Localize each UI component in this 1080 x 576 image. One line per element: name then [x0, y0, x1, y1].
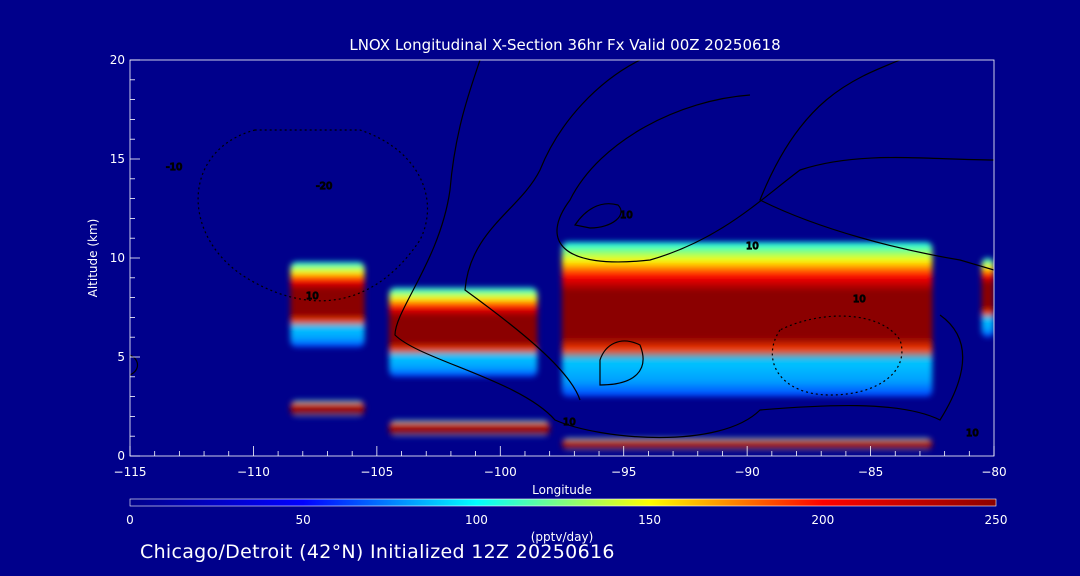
y-tick-label: 0	[117, 449, 125, 463]
contour-line	[599, 340, 644, 386]
colorbar-tick-label: 0	[126, 513, 134, 527]
colorbar	[129, 498, 997, 507]
contour-label: 10	[620, 210, 633, 221]
contour-line	[130, 354, 139, 376]
footer-caption: Chicago/Detroit (42°N) Initialized 12Z 2…	[140, 541, 615, 563]
contour-line-negative	[197, 129, 429, 302]
contour-line-negative	[771, 315, 903, 396]
x-tick-label: −115	[114, 465, 147, 479]
chart-title: LNOX Longitudinal X-Section 36hr Fx Vali…	[349, 36, 780, 54]
contour-label: 10	[966, 428, 979, 439]
x-tick-label: −80	[981, 465, 1006, 479]
y-tick-label: 15	[110, 152, 125, 166]
colorbar-strip	[129, 498, 997, 507]
contour-label: 10	[853, 294, 866, 305]
y-tick-label: 10	[110, 251, 125, 265]
x-tick-label: −85	[858, 465, 883, 479]
contour-line	[759, 60, 994, 271]
contour-label: -20	[316, 181, 332, 192]
contour-line	[394, 60, 964, 439]
y-tick-label: 20	[110, 53, 125, 67]
colorbar-tick-label: 250	[985, 513, 1008, 527]
heat-region-surface-band-west	[290, 400, 365, 417]
colorbar-tick-label: 50	[296, 513, 311, 527]
x-tick-label: −90	[734, 465, 759, 479]
contour-line	[556, 94, 994, 263]
colorbar-tick-label: 150	[638, 513, 661, 527]
contour-line	[464, 60, 641, 401]
contour-label: 10	[563, 417, 576, 428]
x-tick-label: −105	[360, 465, 393, 479]
x-axis-label: Longitude	[532, 483, 592, 497]
x-tick-label: −100	[484, 465, 517, 479]
y-axis-label: Altitude (km)	[86, 219, 100, 298]
plot-area: -10 -20 10 10 10 10 10 10	[130, 60, 994, 451]
colorbar-tick-label: 100	[465, 513, 488, 527]
contour-line	[574, 203, 622, 229]
heat-region-upper-band-east	[562, 242, 933, 397]
heat-region-surface-band-central	[389, 420, 550, 437]
colorbar-units-label: (pptv/day)	[531, 530, 594, 544]
heat-region-upper-band-edge	[981, 258, 994, 338]
contour-label: 10	[746, 241, 759, 252]
contour-label: 10	[306, 291, 319, 302]
contour-label: -10	[166, 162, 182, 173]
x-tick-label: −95	[611, 465, 636, 479]
colorbar-tick-label: 200	[811, 513, 834, 527]
heat-region-upper-band-central	[389, 287, 538, 377]
heat-region-surface-band-east	[562, 438, 933, 451]
y-tick-label: 5	[117, 350, 125, 364]
x-tick-label: −110	[237, 465, 270, 479]
heat-region-upper-band-west	[290, 261, 365, 348]
